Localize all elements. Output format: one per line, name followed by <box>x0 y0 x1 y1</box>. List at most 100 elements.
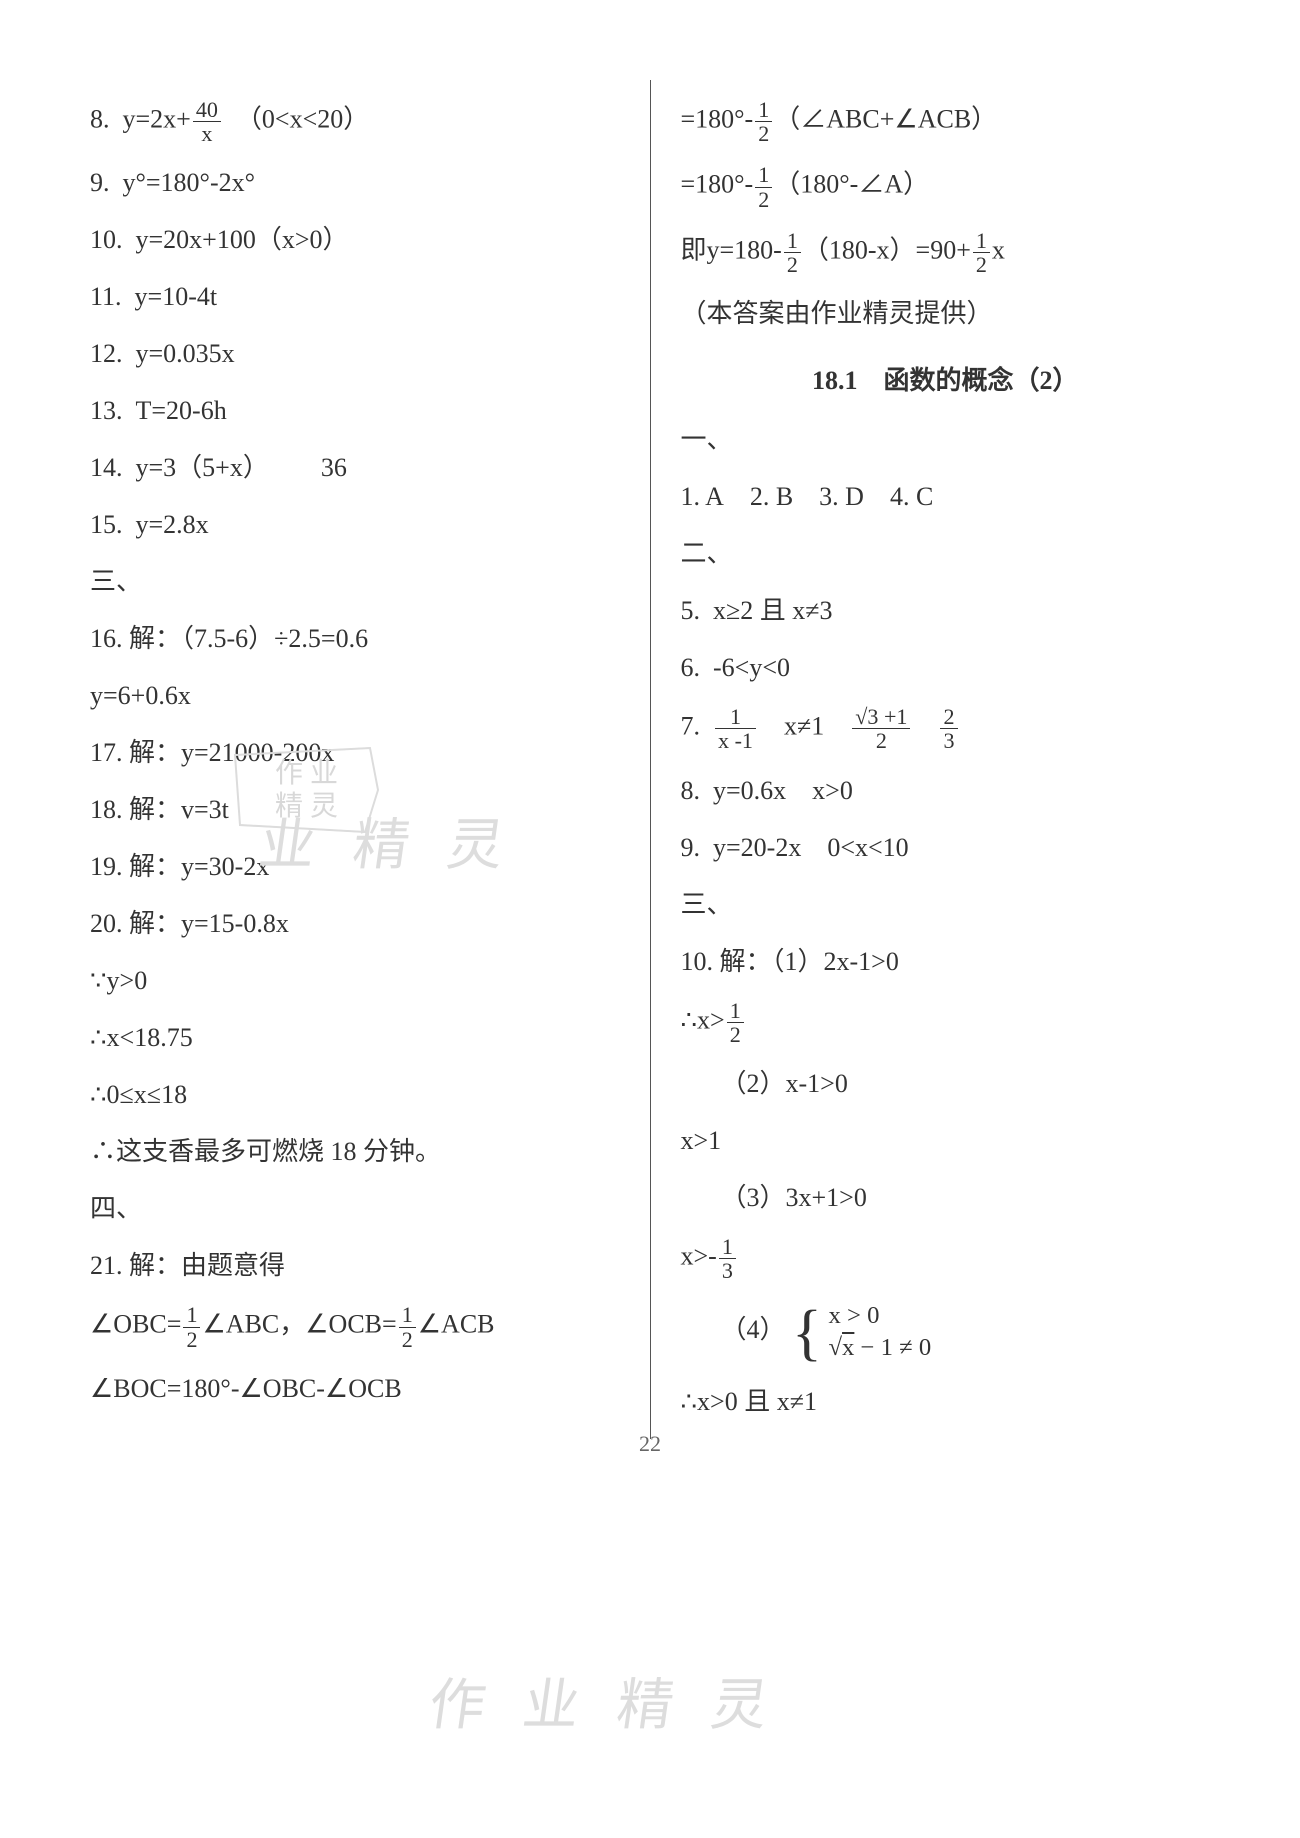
label: （4） <box>721 1315 786 1344</box>
right-column: =180°-12（∠ABC+∠ACB） =180°-12（180°-∠A） 即y… <box>651 80 1231 1439</box>
answer-14: 14. y=3（5+x） 36 <box>90 448 620 487</box>
answer-7: 7. 1x -1 x≠1 √3 +12 23 <box>681 705 1211 752</box>
denominator: 2 <box>973 252 990 276</box>
cont-r1: =180°-12（∠ABC+∠ACB） <box>681 98 1211 145</box>
numerator: √3 +1 <box>852 705 910 728</box>
numerator: 1 <box>973 229 990 252</box>
answer-17: 17. 解：y=21000-200x <box>90 733 620 772</box>
watermark-2: 作 业 精 灵 <box>424 1660 785 1741</box>
answer-21: 21. 解：由题意得 <box>90 1246 620 1285</box>
answer-10-right: 10. 解：（1）2x-1>0 <box>681 942 1211 981</box>
section-4-heading: 四、 <box>90 1189 620 1228</box>
answer-13: 13. T=20-6h <box>90 391 620 430</box>
answer-10d: （3）3x+1>0 <box>681 1178 1211 1217</box>
answer-8-right: 8. y=0.6x x>0 <box>681 771 1211 810</box>
answer-10a: ∴x>12 <box>681 999 1211 1046</box>
denominator: 3 <box>940 728 957 752</box>
text: 即y=180- <box>681 235 782 264</box>
text: x≠1 <box>758 712 850 741</box>
numerator: 2 <box>940 705 957 728</box>
numerator: 1 <box>755 163 772 186</box>
fraction: 12 <box>755 98 772 145</box>
fraction: 12 <box>784 229 801 276</box>
answer-21a: ∠OBC=12∠ABC，∠OCB=12∠ACB <box>90 1303 620 1350</box>
fraction: √3 +12 <box>852 705 910 752</box>
fraction: 23 <box>940 705 957 752</box>
credit-line: （本答案由作业精灵提供） <box>681 294 1211 333</box>
numerator: 1 <box>784 229 801 252</box>
answer-20a: ∵y>0 <box>90 961 620 1000</box>
numerator: 1 <box>715 705 756 728</box>
answer-10f: （4） { x > 0 √x − 1 ≠ 0 <box>681 1300 1211 1364</box>
answer-20b: ∴x<18.75 <box>90 1018 620 1057</box>
text: ∴x> <box>681 1005 725 1034</box>
text: x <box>992 235 1005 264</box>
answer-9: 9. y°=180°-2x° <box>90 163 620 202</box>
brace-icon: { <box>792 1306 822 1359</box>
brace-line-2: √x − 1 ≠ 0 <box>828 1332 931 1364</box>
numerator: 1 <box>755 98 772 121</box>
denominator: x -1 <box>715 728 756 752</box>
fraction: 40x <box>193 98 221 145</box>
answer-10e: x>-13 <box>681 1235 1211 1282</box>
denominator: 2 <box>755 121 772 145</box>
answer-20: 20. 解：y=15-0.8x <box>90 904 620 943</box>
denominator: 2 <box>784 252 801 276</box>
denominator: 3 <box>719 1258 736 1282</box>
fraction: 12 <box>183 1303 200 1350</box>
denominator: 2 <box>755 187 772 211</box>
answer-15: 15. y=2.8x <box>90 505 620 544</box>
denominator: 2 <box>183 1327 200 1351</box>
brace-content: x > 0 √x − 1 ≠ 0 <box>828 1300 931 1364</box>
section-1-heading: 一、 <box>681 420 1211 459</box>
fraction: 12 <box>973 229 990 276</box>
text: =180°- <box>681 105 754 134</box>
answer-8: 8. y=2x+40x （0<x<20） <box>90 98 620 145</box>
answer-19: 19. 解：y=30-2x <box>90 847 620 886</box>
section-heading: 18.1 函数的概念（2） <box>681 361 1211 400</box>
cont-r3: 即y=180-12（180-x）=90+12x <box>681 229 1211 276</box>
text: （180°-∠A） <box>774 170 929 199</box>
text: ∠ACB <box>418 1310 495 1339</box>
section-3-heading-right: 三、 <box>681 885 1211 924</box>
text: − 1 ≠ 0 <box>854 1334 931 1361</box>
numerator: 1 <box>727 999 744 1022</box>
brace-line-1: x > 0 <box>828 1300 931 1332</box>
multiple-choice-answers: 1. A 2. B 3. D 4. C <box>681 477 1211 516</box>
section-3-heading: 三、 <box>90 562 620 601</box>
answer-16: 16. 解：（7.5-6）÷2.5=0.6 <box>90 619 620 658</box>
answer-20d: ∴这支香最多可燃烧 18 分钟。 <box>90 1132 620 1171</box>
document-page: 业 精 灵 作 业 精 灵 作 业 精 灵 8. y=2x+40x （0<x<2… <box>0 0 1300 1479</box>
answer-21b: ∠BOC=180°-∠OBC-∠OCB <box>90 1369 620 1408</box>
text: =180°- <box>681 170 754 199</box>
answer-16-cont: y=6+0.6x <box>90 676 620 715</box>
sqrt-content: x <box>842 1334 854 1361</box>
two-column-layout: 8. y=2x+40x （0<x<20） 9. y°=180°-2x° 10. … <box>70 80 1230 1439</box>
fraction: 12 <box>727 999 744 1046</box>
denominator: x <box>193 121 221 145</box>
denominator: 2 <box>727 1022 744 1046</box>
text: （0<x<20） <box>223 105 369 134</box>
text: ∠ABC，∠OCB= <box>202 1310 396 1339</box>
answer-11: 11. y=10-4t <box>90 277 620 316</box>
numerator: 40 <box>193 98 221 121</box>
answer-5: 5. x≥2 且 x≠3 <box>681 591 1211 630</box>
text <box>912 712 938 741</box>
answer-10g: ∴x>0 且 x≠1 <box>681 1382 1211 1421</box>
left-column: 8. y=2x+40x （0<x<20） 9. y°=180°-2x° 10. … <box>70 80 651 1439</box>
sqrt-symbol: √ <box>828 1334 842 1361</box>
answer-6: 6. -6<y<0 <box>681 648 1211 687</box>
answer-12: 12. y=0.035x <box>90 334 620 373</box>
answer-10b: （2）x-1>0 <box>681 1064 1211 1103</box>
answer-9-right: 9. y=20-2x 0<x<10 <box>681 828 1211 867</box>
page-number: 22 <box>639 1431 661 1457</box>
text: ∠OBC= <box>90 1310 181 1339</box>
denominator: 2 <box>399 1327 416 1351</box>
text: x>- <box>681 1242 717 1271</box>
denominator: 2 <box>852 728 910 752</box>
answer-10c: x>1 <box>681 1121 1211 1160</box>
numerator: 1 <box>719 1235 736 1258</box>
answer-10: 10. y=20x+100（x>0） <box>90 220 620 259</box>
answer-20c: ∴0≤x≤18 <box>90 1075 620 1114</box>
text: 7. <box>681 712 714 741</box>
